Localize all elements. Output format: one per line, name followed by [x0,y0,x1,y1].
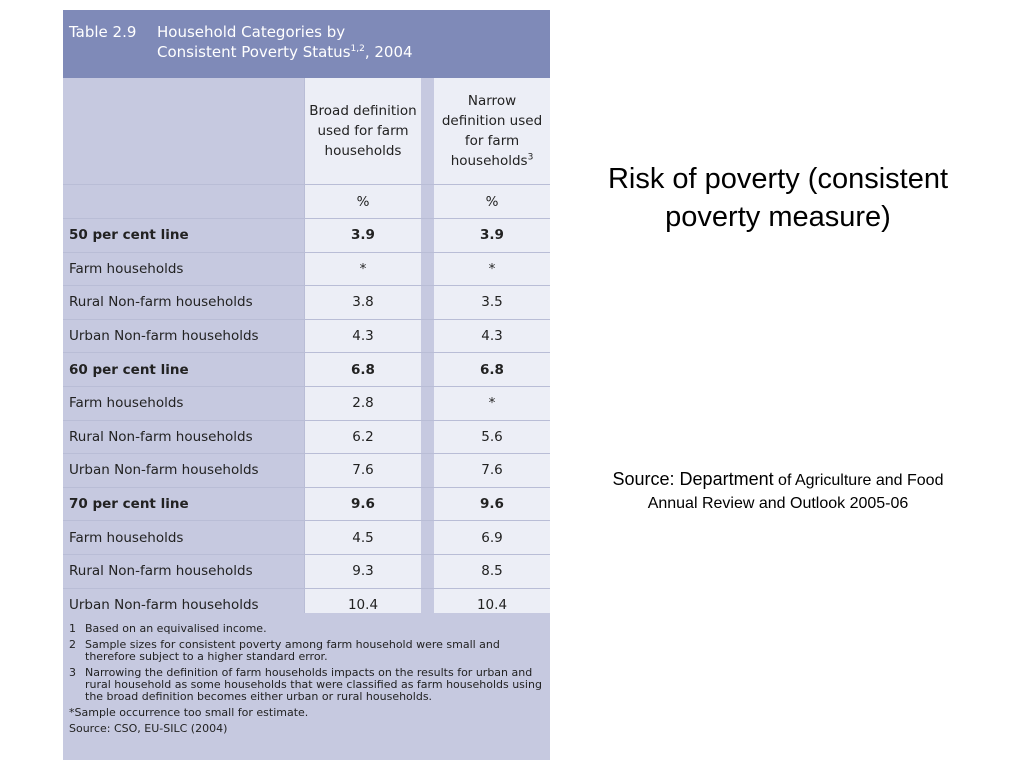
table-notes: 1 Based on an equivalised income. 2 Sample… [63,613,550,760]
asterisk-note: *Sample occurrence too small for estimat… [69,706,309,719]
row-label: Farm households [63,386,305,420]
row-label: Rural Non-farm households [63,286,305,319]
row-broad-value: 9.6 [305,487,421,521]
column-header-row: Broad definition used for farm household… [63,78,550,185]
row-narrow-value: 6.9 [434,521,550,554]
table-title-sup: 1,2 [350,44,365,54]
row-broad-value: 6.2 [305,420,421,454]
table-title-line2: Consistent Poverty Status [157,43,351,61]
table-title-line1: Household Categories by [157,23,346,41]
row-label: Farm households [63,521,305,554]
table-label: Table 2.9 [69,23,137,41]
table-row: 70 per cent line 9.6 9.6 [63,487,550,522]
row-broad-value: 2.8 [305,386,421,420]
unit-narrow: % [434,185,550,218]
note-2: 2 Sample sizes for consistent poverty amo… [69,638,500,663]
table-row: Rural Non-farm households 9.3 8.5 [63,554,550,589]
row-narrow-value: 3.9 [434,219,550,252]
table-header: Table 2.9 Household Categories by Consist… [63,10,550,78]
row-label: 70 per cent line [63,487,305,521]
table-title-year: , 2004 [364,43,413,61]
row-narrow-value: 8.5 [434,554,550,588]
note-3: 3 Narrowing the definition of farm househ… [69,666,542,703]
row-broad-value: * [305,252,421,286]
table-row: 60 per cent line 6.8 6.8 [63,353,550,387]
row-broad-value: 7.6 [305,454,421,487]
row-narrow-value: 3.5 [434,286,550,319]
table-row: Rural Non-farm households 6.2 5.6 [63,420,550,455]
row-narrow-value: * [434,252,550,286]
unit-row: % % [63,185,550,219]
row-label: Farm households [63,252,305,286]
row-label: Rural Non-farm households [63,554,305,588]
row-broad-value: 6.8 [305,353,421,386]
poverty-table: Table 2.9 Household Categories by Consist… [63,10,550,760]
row-label: 60 per cent line [63,353,305,386]
unit-broad: % [305,185,421,218]
slide-title: Risk of poverty (consistent poverty meas… [607,163,949,233]
row-label: 50 per cent line [63,219,305,252]
row-label: Urban Non-farm households [63,454,305,487]
table-row: Urban Non-farm households 7.6 7.6 [63,454,550,488]
col-narrow-sup: 3 [527,152,534,163]
table-row: Rural Non-farm households 3.8 3.5 [63,286,550,320]
row-narrow-value: * [434,386,550,420]
row-broad-value: 4.5 [305,521,421,554]
row-narrow-value: 7.6 [434,454,550,487]
row-broad-value: 3.8 [305,286,421,319]
row-broad-value: 3.9 [305,219,421,252]
table-source: Source: CSO, EU-SILC (2004) [69,722,228,735]
row-narrow-value: 9.6 [434,487,550,521]
row-broad-value: 4.3 [305,319,421,353]
row-narrow-value: 5.6 [434,420,550,454]
table-row: Farm households 4.5 6.9 [63,521,550,555]
table-row: Farm households * * [63,252,550,287]
row-label: Urban Non-farm households [63,319,305,353]
row-label: Rural Non-farm households [63,420,305,454]
slide-source: Source: Department of Agriculture and Fo… [612,469,944,512]
table-row: Urban Non-farm households 4.3 4.3 [63,319,550,354]
row-broad-value: 9.3 [305,554,421,588]
col-broad-header: Broad definition used for farm household… [305,78,421,184]
table-row: 50 per cent line 3.9 3.9 [63,219,550,253]
row-narrow-value: 4.3 [434,319,550,353]
table-row: Farm households 2.8 * [63,386,550,421]
header-empty-cell [63,78,305,184]
table-grid: Broad definition used for farm household… [63,78,550,623]
note-1: 1 Based on an equivalised income. [69,622,267,635]
col-narrow-header: Narrow definition used for farm househol… [434,78,550,184]
row-narrow-value: 6.8 [434,353,550,386]
